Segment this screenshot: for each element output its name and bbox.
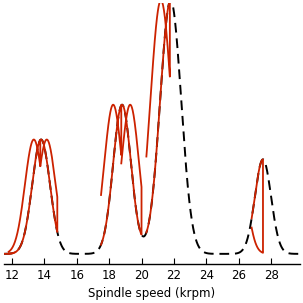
X-axis label: Spindle speed (krpm): Spindle speed (krpm) — [88, 287, 216, 300]
